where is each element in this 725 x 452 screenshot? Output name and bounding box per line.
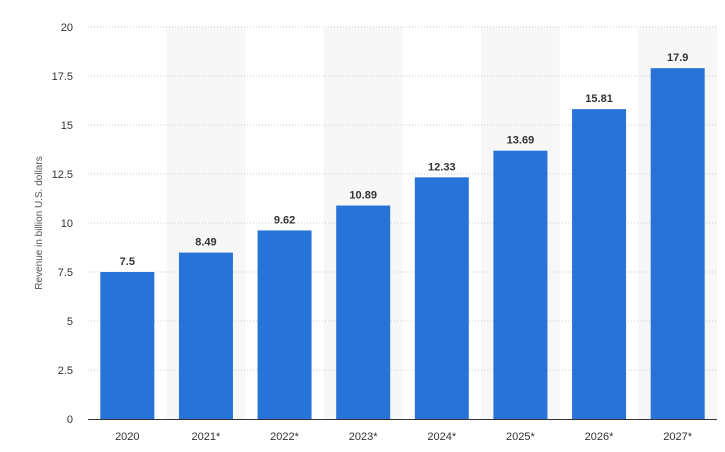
y-tick-label: 2.5 (58, 365, 73, 377)
x-tick-label: 2021* (192, 431, 221, 443)
x-tick-label: 2023* (349, 431, 378, 443)
y-tick-label: 10 (61, 218, 73, 230)
bar (493, 150, 548, 419)
y-tick-label: 7.5 (58, 267, 73, 279)
bar (572, 109, 627, 420)
x-tick-label: 2022* (270, 431, 299, 443)
data-label: 10.89 (349, 190, 377, 202)
y-tick-label: 17.5 (52, 71, 73, 83)
y-axis-ticks: 0 2.5 5 7.5 10 12.5 15 17.5 20 (52, 22, 73, 426)
x-tick-label: 2020 (115, 431, 139, 443)
data-label: 17.9 (667, 52, 688, 64)
data-label: 15.81 (585, 93, 613, 105)
bar (100, 272, 155, 419)
y-tick-label: 5 (67, 316, 73, 328)
bar (178, 252, 233, 419)
x-tick-label: 2026* (585, 431, 614, 443)
y-axis-title: Revenue in billion U.S. dollars (34, 156, 45, 289)
y-tick-label: 12.5 (52, 169, 73, 181)
data-label: 9.62 (274, 214, 295, 226)
data-label: 12.33 (428, 161, 456, 173)
bar (414, 177, 469, 419)
data-label: 8.49 (195, 237, 216, 249)
y-tick-label: 20 (61, 22, 73, 34)
data-labels: 7.5 8.49 9.62 10.89 12.33 13.69 15.81 17.9 (120, 52, 689, 268)
x-axis-ticks: 2020 2021* 2022* 2023* 2024* 2025* 2026* 2027* (115, 431, 693, 443)
y-tick-label: 15 (61, 120, 73, 132)
x-tick-label: 2024* (427, 431, 456, 443)
data-label: 13.69 (507, 135, 535, 147)
bars (100, 68, 705, 420)
data-label: 7.5 (120, 256, 135, 268)
y-tick-label: 0 (67, 414, 73, 426)
bar (257, 230, 312, 419)
x-tick-label: 2025* (506, 431, 535, 443)
bar (336, 205, 391, 419)
x-tick-label: 2027* (663, 431, 692, 443)
bar (650, 68, 705, 419)
